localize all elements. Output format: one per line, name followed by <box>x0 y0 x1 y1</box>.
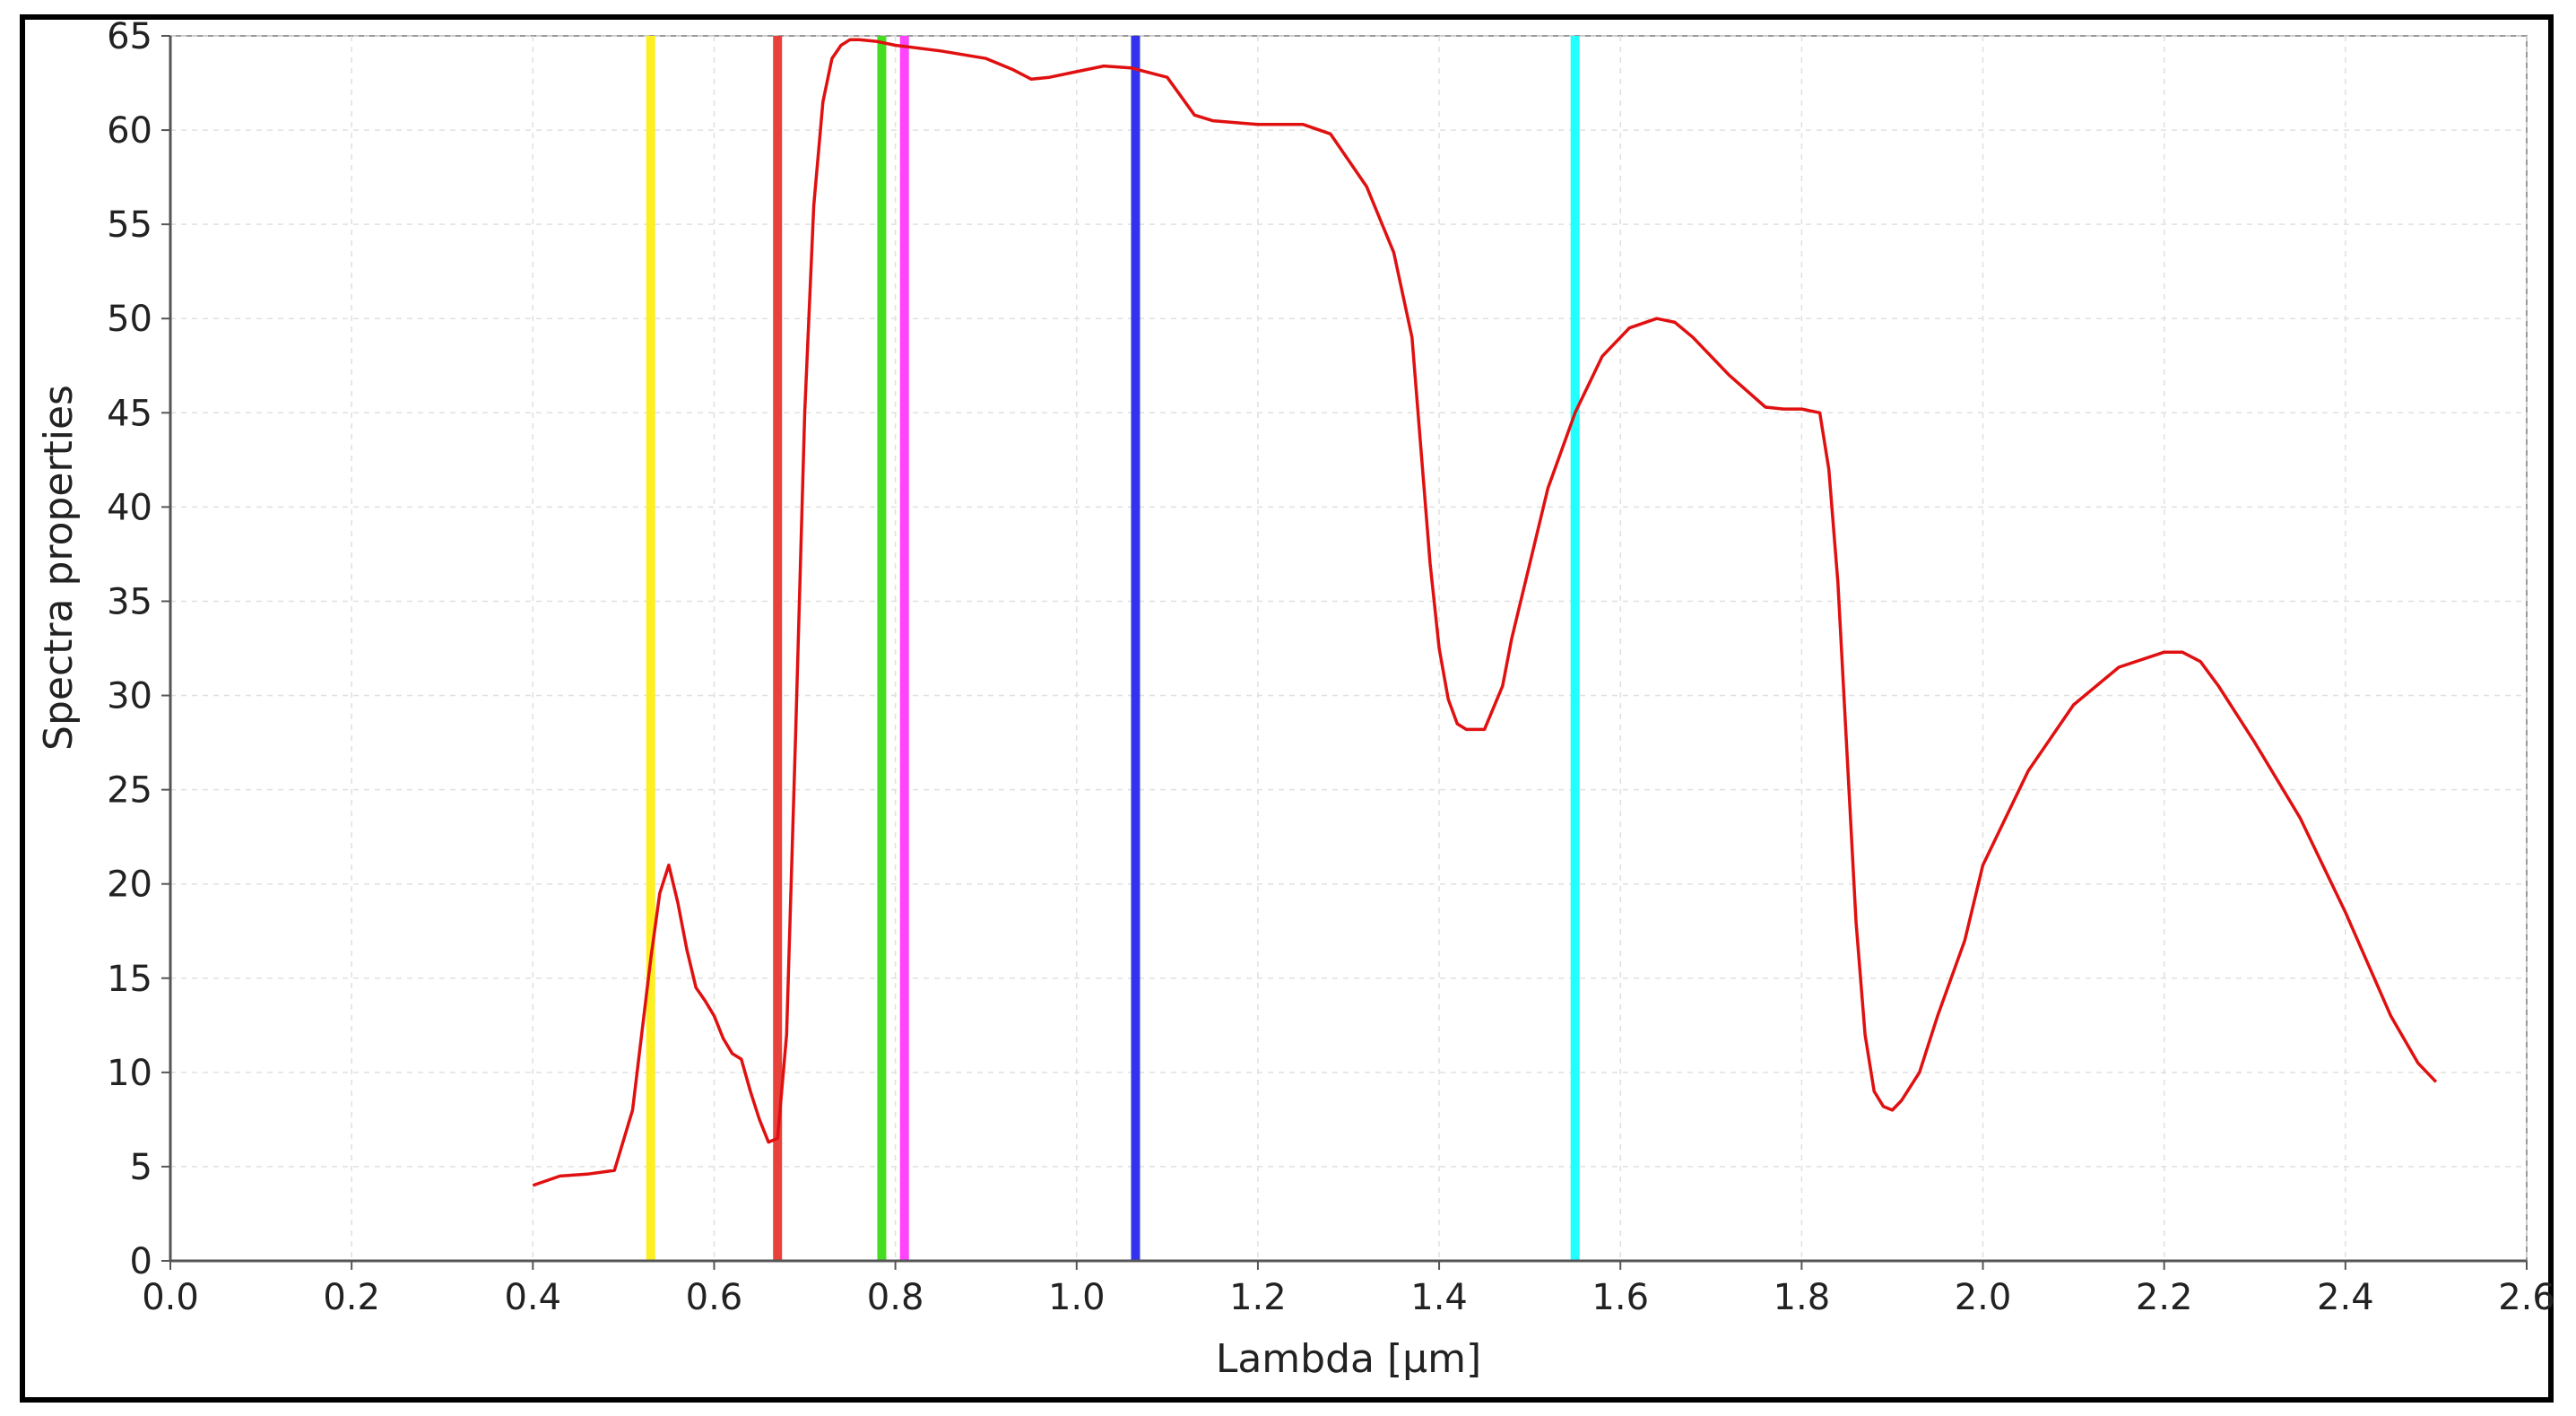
series-group <box>532 38 2438 1187</box>
x-tick-label: 0.8 <box>867 1277 924 1318</box>
x-tick-label: 1.2 <box>1229 1277 1287 1318</box>
plot-area <box>169 35 2528 1262</box>
x-tick-label: 1.0 <box>1048 1277 1106 1318</box>
chart-frame <box>20 14 2554 1403</box>
y-tick-label: 50 <box>107 299 152 340</box>
y-tick-label: 55 <box>107 204 152 246</box>
x-tick-label: 0.0 <box>142 1277 199 1318</box>
x-tick-label: 0.6 <box>686 1277 743 1318</box>
x-tick-label: 2.6 <box>2498 1277 2555 1318</box>
x-tick-label: 1.4 <box>1410 1277 1468 1318</box>
y-axis-label: Spectra properties <box>36 385 82 751</box>
grid <box>169 35 2528 1262</box>
y-tick-label: 0 <box>130 1241 152 1282</box>
y-tick-label: 35 <box>107 581 152 622</box>
y-tick-label: 10 <box>107 1053 152 1094</box>
y-tick-label: 25 <box>107 770 152 812</box>
y-tick-label: 20 <box>107 864 152 906</box>
x-tick-label: 2.2 <box>2136 1277 2193 1318</box>
x-tick-labels: 0.0 0.2 0.4 0.6 0.8 1.0 1.2 1.4 1.6 1.8 2.0 2.2 2.4 2… <box>142 1261 2555 1318</box>
axes <box>169 36 2527 1263</box>
y-tick-label: 40 <box>107 487 152 528</box>
x-tick-label: 1.6 <box>1592 1277 1649 1318</box>
vertical-markers <box>646 36 1580 1261</box>
x-axis-label: Lambda [µm] <box>1216 1336 1481 1382</box>
x-tick-label: 0.2 <box>323 1277 380 1318</box>
series-line <box>532 38 2438 1187</box>
x-tick-label: 0.4 <box>504 1277 561 1318</box>
x-tick-label: 2.4 <box>2317 1277 2374 1318</box>
y-tick-label: 60 <box>107 110 152 152</box>
x-tick-label: 1.8 <box>1774 1277 1831 1318</box>
y-tick-label: 15 <box>107 959 152 1000</box>
y-tick-label: 30 <box>107 676 152 717</box>
y-tick-label: 65 <box>107 16 152 57</box>
x-tick-label: 2.0 <box>1955 1277 2012 1318</box>
y-tick-label: 45 <box>107 393 152 434</box>
y-tick-labels: 0 5 10 15 20 25 30 35 40 45 50 55 60 65 <box>107 16 170 1282</box>
y-tick-label: 5 <box>130 1147 152 1188</box>
